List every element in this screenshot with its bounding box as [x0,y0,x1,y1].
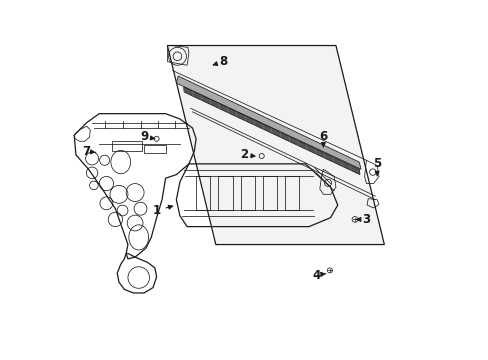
Bar [285,176,299,211]
Text: 7: 7 [82,145,95,158]
Text: 6: 6 [319,130,327,147]
Text: 5: 5 [372,157,381,176]
Polygon shape [167,45,384,244]
Text: 9: 9 [141,130,154,144]
Text: 2: 2 [240,148,254,161]
Text: 1: 1 [152,204,172,217]
Polygon shape [183,87,359,175]
Bar [262,176,277,211]
Text: 3: 3 [356,213,370,226]
Text: 4: 4 [311,269,325,282]
Text: 8: 8 [213,55,226,68]
Bar [144,145,165,153]
Bar [240,176,254,211]
Bar [196,176,210,211]
Bar [112,140,142,151]
Polygon shape [176,76,360,169]
Bar [218,176,232,211]
